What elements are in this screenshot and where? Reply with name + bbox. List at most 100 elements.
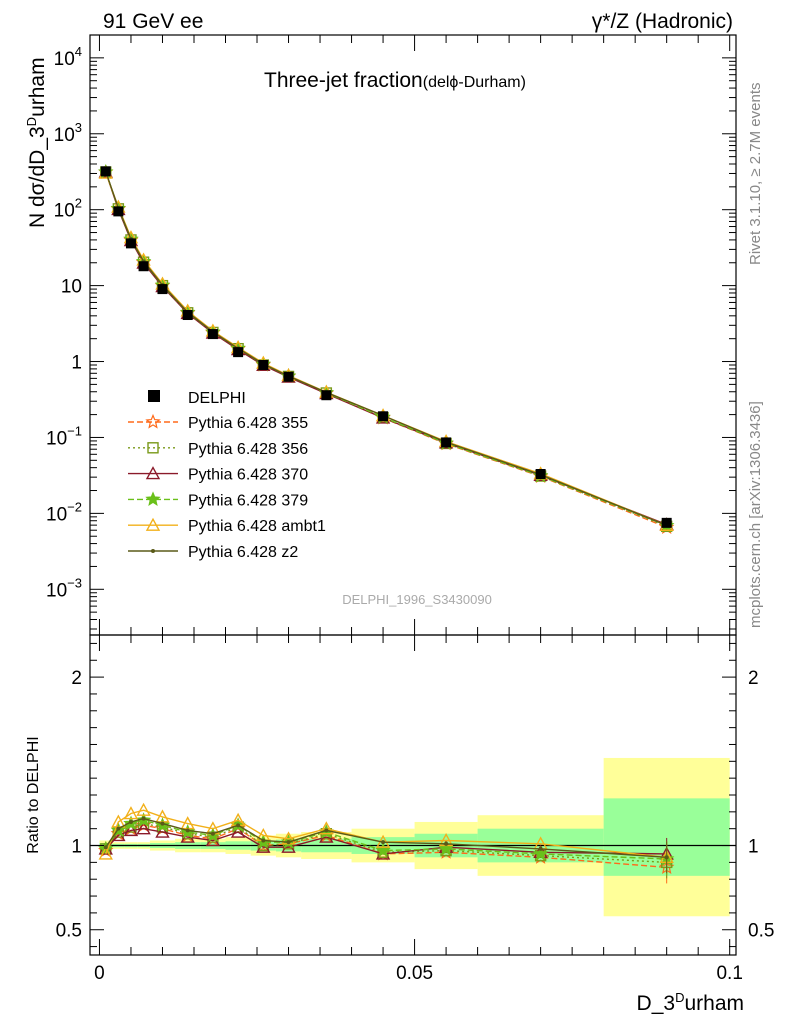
chart-title-sub: (delϕ-Durham) xyxy=(423,74,526,91)
analysis-label: DELPHI_1996_S3430090 xyxy=(342,592,492,607)
ratio-point xyxy=(324,828,329,833)
header-left: 91 GeV ee xyxy=(103,10,203,33)
header-right: γ*/Z (Hadronic) xyxy=(592,10,733,33)
y-tick-label: 104 xyxy=(54,44,82,70)
y-tick-label: 103 xyxy=(54,120,82,146)
main-series xyxy=(98,163,675,534)
ratio-point xyxy=(123,806,139,820)
legend-label: Pythia 6.428 370 xyxy=(188,467,308,484)
chart-title: Three-jet fraction(delϕ-Durham) xyxy=(264,69,526,92)
data-point xyxy=(661,517,672,528)
x-tick-label: 0.1 xyxy=(716,963,742,984)
y-axis-label: N dσ/dD_3Durham xyxy=(24,57,49,228)
ratio-point xyxy=(438,840,454,856)
ratio-point xyxy=(155,824,170,838)
data-point xyxy=(258,360,269,371)
ratio-point xyxy=(103,845,108,850)
ratio-panel: 0.5 0.5 1 1 2 2 0 0.05 0.1 Ratio to DELPHI D_3Du… xyxy=(25,634,774,1015)
ratio-point xyxy=(128,819,133,824)
ratio-point xyxy=(141,816,146,821)
ratio-point xyxy=(286,840,291,845)
ratio-y-tick-label: 2 xyxy=(71,668,82,689)
main-frame xyxy=(89,34,737,636)
data-point xyxy=(233,347,244,358)
data-point xyxy=(378,411,389,422)
y-tick-label: 102 xyxy=(54,196,82,222)
ratio-point xyxy=(98,846,113,860)
series-0 xyxy=(98,164,675,534)
ratio-line xyxy=(105,809,667,858)
ratio-bands xyxy=(99,757,730,917)
ratio-point xyxy=(261,838,266,843)
legend-label: Pythia 6.428 ambt1 xyxy=(188,518,326,535)
ratio-point xyxy=(116,826,121,831)
x-tick-label: 0 xyxy=(94,963,105,984)
ratio-ticks: 0.5 0.5 1 1 2 2 0 0.05 0.1 xyxy=(56,635,774,984)
legend-marker xyxy=(147,442,159,454)
ratio-y-tick-label-right: 0.5 xyxy=(748,921,774,942)
ratio-point xyxy=(444,841,449,846)
y-tick-label: 10−3 xyxy=(46,575,82,601)
data-point xyxy=(535,469,546,480)
y-tick-label: 10−2 xyxy=(46,499,82,525)
ratio-series xyxy=(98,802,675,884)
data-point xyxy=(100,166,111,177)
data-point xyxy=(125,238,136,249)
legend-label: Pythia 6.428 z2 xyxy=(188,544,298,561)
ratio-point xyxy=(210,831,215,836)
ratio-point xyxy=(664,855,669,860)
series-1 xyxy=(100,166,673,533)
ratio-y-tick-label: 1 xyxy=(71,837,82,858)
ratio-y-tick-label: 0.5 xyxy=(56,921,82,942)
ratio-point xyxy=(538,846,543,851)
y-tick-label: 10−1 xyxy=(46,423,82,449)
legend-marker xyxy=(151,549,155,553)
legend-marker xyxy=(145,413,161,429)
ratio-point xyxy=(375,842,391,858)
data-point xyxy=(138,261,149,272)
legend-label: Pythia 6.428 356 xyxy=(188,441,308,458)
rivet-label: Rivet 3.1.10, ≥ 2.7M events xyxy=(747,83,764,266)
data-point xyxy=(157,284,168,295)
ratio-y-tick-label-right: 1 xyxy=(748,837,759,858)
x-axis-label: D_3Durham xyxy=(637,990,744,1015)
ratio-point xyxy=(160,821,165,826)
mcplots-label: mcplots.cern.ch [arXiv:1306.3436] xyxy=(747,401,764,628)
data-point xyxy=(113,206,124,217)
delphi-data xyxy=(100,166,672,528)
legend-label: DELPHI xyxy=(188,390,246,407)
data-point xyxy=(283,371,294,382)
legend-label: Pythia 6.428 355 xyxy=(188,415,308,432)
ratio-point xyxy=(123,822,139,837)
legend-marker xyxy=(145,517,161,531)
ratio-point xyxy=(532,845,549,861)
ratio-point xyxy=(319,821,334,835)
ratio-point xyxy=(136,802,151,816)
y-tick-label: 10 xyxy=(61,277,82,298)
ratio-frame xyxy=(89,634,737,956)
data-point xyxy=(182,310,193,321)
legend-marker xyxy=(145,466,161,480)
data-point xyxy=(207,329,218,340)
ratio-point xyxy=(230,824,246,838)
x-tick-label: 0.05 xyxy=(396,963,433,984)
ratio-point xyxy=(236,823,241,828)
ratio-point xyxy=(381,840,386,845)
legend: DELPHI Pythia 6.428 355 Pythia 6.428 356 Py… xyxy=(128,390,326,561)
series-4 xyxy=(98,165,674,531)
legend-label: Pythia 6.428 379 xyxy=(188,492,308,509)
series-2 xyxy=(98,164,674,531)
data-point xyxy=(441,437,452,448)
ratio-series-5 xyxy=(103,816,669,874)
series-3 xyxy=(98,163,675,533)
y-tick-label: 1 xyxy=(71,353,82,374)
data-point xyxy=(321,390,332,401)
legend-marker xyxy=(145,491,161,506)
legend-marker xyxy=(148,390,160,402)
ratio-point xyxy=(136,821,151,835)
ratio-y-tick-label-right: 2 xyxy=(748,668,759,689)
ratio-point xyxy=(185,828,190,833)
